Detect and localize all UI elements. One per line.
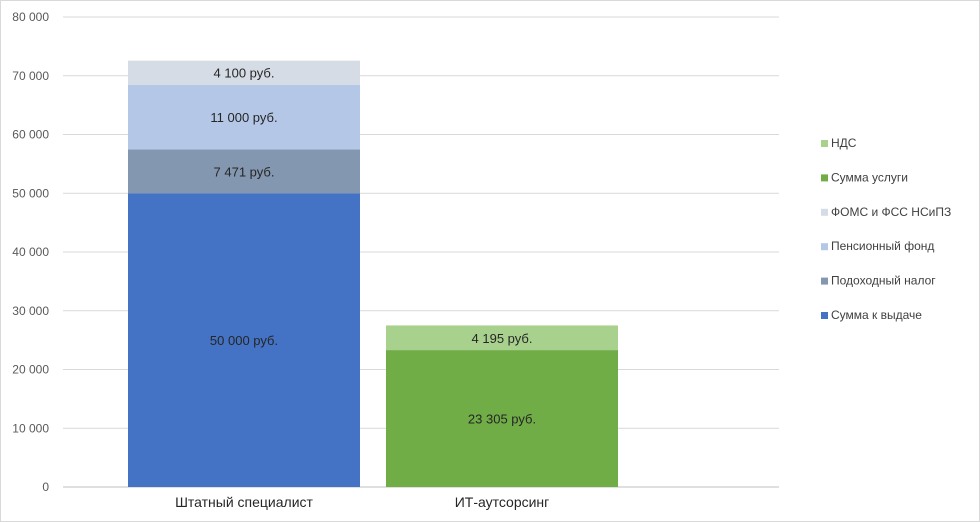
data-label: 50 000 руб.	[210, 333, 278, 348]
y-tick-label: 40 000	[12, 245, 49, 259]
legend-swatch	[821, 140, 828, 147]
legend-swatch	[821, 208, 828, 216]
data-label: 7 471 руб.	[214, 164, 275, 179]
y-tick-label: 0	[42, 480, 49, 494]
x-tick-label: ИТ-аутсорсинг	[455, 494, 550, 510]
legend-swatch	[821, 277, 828, 285]
legend-item: ФОМС и ФСС НСиПЗ	[821, 205, 951, 219]
legend-item: Сумма услуги	[821, 170, 908, 184]
legend-label: Подоходный налог	[831, 274, 936, 288]
y-tick-label: 20 000	[12, 363, 49, 377]
data-label: 23 305 руб.	[468, 412, 536, 427]
y-tick-label: 10 000	[12, 421, 49, 435]
y-tick-label: 50 000	[12, 186, 49, 200]
bar-segment	[128, 193, 360, 487]
bar-segment	[128, 84, 360, 150]
data-label: 4 100 руб.	[214, 66, 275, 81]
y-tick-label: 30 000	[12, 304, 49, 318]
legend-swatch	[821, 174, 828, 182]
legend: НДС Сумма услуги ФОМС и ФСС НСиПЗ Пенсионны…	[821, 136, 951, 322]
bars	[128, 60, 618, 487]
legend-swatch	[821, 312, 828, 319]
data-label: 11 000 руб.	[210, 110, 277, 125]
bar-segment	[386, 325, 618, 351]
legend-item: Сумма к выдаче	[821, 308, 922, 322]
legend-label: Сумма услуги	[831, 170, 908, 184]
legend-label: ФОМС и ФСС НСиПЗ	[831, 205, 951, 219]
legend-item: Подоходный налог	[821, 274, 936, 288]
y-tick-label: 70 000	[12, 69, 49, 83]
legend-swatch	[821, 243, 828, 251]
x-axis: Штатный специалист ИТ-аутсорсинг	[175, 494, 549, 510]
legend-label: НДС	[831, 136, 857, 150]
x-tick-label: Штатный специалист	[175, 494, 313, 510]
legend-label: Пенсионный фонд	[831, 239, 934, 253]
y-tick-label: 60 000	[12, 128, 49, 142]
y-axis: 0 10 000 20 000 30 000 40 000 50 000 60 000 70 …	[12, 10, 49, 494]
legend-item: НДС	[821, 136, 857, 150]
bar-segment	[386, 350, 618, 487]
legend-item: Пенсионный фонд	[821, 239, 934, 253]
bar-segment	[128, 149, 360, 194]
data-labels: 50 000 руб. 7 471 руб. 11 000 руб. 4 100 ру…	[210, 66, 536, 427]
bar-segment	[128, 60, 360, 85]
legend-label: Сумма к выдаче	[831, 308, 922, 322]
data-label: 4 195 руб.	[472, 331, 533, 346]
y-tick-label: 80 000	[12, 10, 49, 24]
